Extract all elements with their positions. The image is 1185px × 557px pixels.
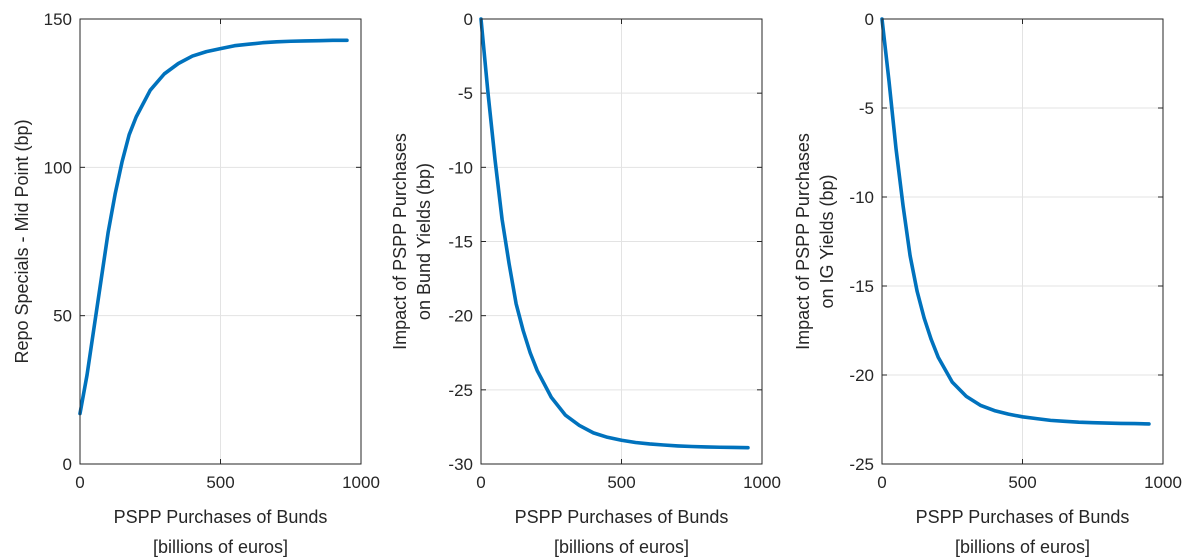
y-tick-label: -10	[448, 158, 473, 177]
y-tick-label: -5	[859, 99, 874, 118]
x-axis-label: [billions of euros]	[955, 537, 1090, 557]
axes-frame	[79, 18, 362, 465]
axes-frame	[480, 18, 763, 465]
y-axis-label: on Bund Yields (bp)	[414, 163, 434, 320]
y-tick-label: -25	[448, 381, 473, 400]
y-tick-label: 0	[63, 455, 72, 474]
x-tick-label: 500	[206, 473, 234, 492]
x-axis-label: PSPP Purchases of Bunds	[114, 507, 328, 527]
x-tick-label: 500	[607, 473, 635, 492]
x-axis-label: [billions of euros]	[153, 537, 288, 557]
chart-panel-bund-yields: 0 500 1000 -30 -25 -20 -15 -10 -5 0 PSPP Purchases…	[390, 10, 781, 557]
x-tick-label: 0	[476, 473, 485, 492]
y-axis-label: Impact of PSPP Purchases	[390, 133, 410, 350]
axes-frame	[881, 18, 1164, 465]
y-tick-label: 50	[53, 307, 72, 326]
y-tick-label: -20	[448, 307, 473, 326]
y-tick-label: -15	[448, 233, 473, 252]
x-tick-label: 0	[75, 473, 84, 492]
y-tick-label: -5	[458, 84, 473, 103]
y-axis-label: Repo Specials - Mid Point (bp)	[12, 119, 32, 363]
y-tick-label: 100	[44, 158, 72, 177]
x-axis-label: PSPP Purchases of Bunds	[515, 507, 729, 527]
y-tick-label: -30	[448, 455, 473, 474]
y-tick-label: -25	[849, 455, 874, 474]
y-tick-label: -20	[849, 366, 874, 385]
x-tick-label: 0	[877, 473, 886, 492]
x-axis-label: [billions of euros]	[554, 537, 689, 557]
x-tick-label: 1000	[342, 473, 380, 492]
chart-panel-repo-specials: 0 500 1000 0 50 100 150 PSPP Purchases of Bunds…	[12, 10, 380, 557]
y-tick-label: 0	[865, 10, 874, 29]
y-axis-label: on IG Yields (bp)	[817, 174, 837, 308]
y-tick-label: 150	[44, 10, 72, 29]
series-line	[78, 38, 349, 416]
series-line	[880, 17, 1151, 426]
y-axis-label: Impact of PSPP Purchases	[793, 133, 813, 350]
series-line	[479, 17, 750, 450]
x-axis-label: PSPP Purchases of Bunds	[916, 507, 1130, 527]
y-tick-label: -10	[849, 188, 874, 207]
x-tick-label: 500	[1008, 473, 1036, 492]
x-tick-label: 1000	[1144, 473, 1182, 492]
y-tick-label: -15	[849, 277, 874, 296]
x-tick-label: 1000	[743, 473, 781, 492]
chart-panel-ig-yields: 0 500 1000 -25 -20 -15 -10 -5 0 PSPP Purchases of…	[793, 10, 1182, 557]
y-tick-label: 0	[464, 10, 473, 29]
